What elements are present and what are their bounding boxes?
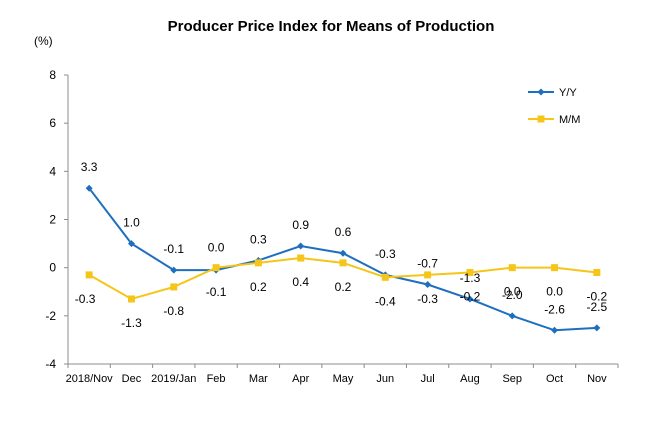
x-tick-label: 2019/Jan <box>151 373 196 385</box>
data-label-mm: -0.2 <box>460 289 481 303</box>
data-label-mm: 0.0 <box>504 285 521 299</box>
data-point-yy <box>85 184 93 192</box>
data-point-mm <box>297 254 305 262</box>
data-label-yy: -1.3 <box>460 271 481 285</box>
data-point-mm <box>424 271 432 279</box>
y-axis-unit-label: (%) <box>34 34 53 48</box>
data-label-mm: 0.0 <box>208 241 225 255</box>
x-tick-label: 2018/Nov <box>66 373 114 385</box>
data-point-yy <box>424 281 432 289</box>
data-point-yy <box>170 266 178 274</box>
legend-marker-square-icon <box>537 115 545 123</box>
data-label-mm: -0.3 <box>417 292 438 306</box>
x-tick-label: Dec <box>122 373 142 385</box>
data-label-mm: -1.3 <box>121 316 142 330</box>
y-tick-label: 4 <box>49 164 56 178</box>
data-point-yy <box>127 240 135 248</box>
data-point-mm <box>466 268 474 276</box>
x-tick-label: Jul <box>421 373 435 385</box>
data-point-mm <box>593 268 601 276</box>
legend-label: M/M <box>559 114 580 126</box>
legend-label: Y/Y <box>559 87 577 99</box>
data-label-mm: 0.0 <box>546 285 563 299</box>
data-label-mm: 0.4 <box>292 275 309 289</box>
data-label-yy: -0.1 <box>163 242 184 256</box>
data-label-mm: -0.8 <box>163 304 184 318</box>
legend-marker-diamond-icon <box>537 88 545 96</box>
axes: -4 -2 0 2 4 6 8 2018/Nov Dec 2019/Jan Feb Mar Apr May… <box>45 68 619 385</box>
data-point-mm <box>551 264 559 272</box>
data-label-yy: -0.3 <box>375 247 396 261</box>
data-label-mm: 0.2 <box>335 280 352 294</box>
data-label-yy: 0.6 <box>335 225 352 239</box>
data-label-yy: 0.9 <box>292 218 309 232</box>
data-label-yy: 3.3 <box>81 160 98 174</box>
x-tick-label: Oct <box>546 373 563 385</box>
data-point-mm <box>381 273 389 281</box>
data-point-yy <box>508 312 516 320</box>
data-point-yy <box>466 295 474 303</box>
data-point-mm <box>127 295 135 303</box>
data-label-yy: -2.5 <box>587 300 608 314</box>
y-tick-label: 8 <box>49 68 56 82</box>
data-label-mm: -0.4 <box>375 294 396 308</box>
x-tick-label: Mar <box>249 373 268 385</box>
data-label-yy: -0.1 <box>206 285 227 299</box>
data-label-yy: -2.0 <box>502 288 523 302</box>
data-point-yy <box>297 242 305 250</box>
data-labels: 3.3 1.0 -0.1 -0.1 0.3 0.9 0.6 -0.3 -0.7 -1.3 -2.0 -… <box>75 160 608 330</box>
data-point-mm <box>85 271 93 279</box>
data-point-yy <box>339 249 347 257</box>
x-tick-label: Aug <box>460 373 480 385</box>
data-point-mm <box>339 259 347 267</box>
data-point-mm <box>254 259 262 267</box>
data-label-mm: -0.2 <box>587 289 608 303</box>
data-label-mm: 0.2 <box>250 280 267 294</box>
y-tick-label: -2 <box>45 309 56 323</box>
y-tick-label: 0 <box>49 261 56 275</box>
data-label-yy: 0.3 <box>250 232 267 246</box>
x-tick-label: May <box>333 373 354 385</box>
data-label-mm: -0.3 <box>75 292 96 306</box>
x-tick-label: Nov <box>587 373 607 385</box>
y-tick-label: 6 <box>49 116 56 130</box>
data-label-yy: -0.7 <box>417 257 438 271</box>
x-tick-label: Apr <box>292 373 309 385</box>
x-tick-label: Jun <box>376 373 394 385</box>
x-tick-label: Feb <box>207 373 226 385</box>
legend: Y/Y M/M <box>528 87 580 126</box>
x-tick-label: Sep <box>502 373 522 385</box>
series-layer <box>85 184 601 334</box>
chart-title: Producer Price Index for Means of Produc… <box>167 18 495 35</box>
data-label-yy: 1.0 <box>123 216 140 230</box>
data-point-mm <box>170 283 178 291</box>
data-label-yy: -2.6 <box>544 302 565 316</box>
y-tick-label: 2 <box>49 213 56 227</box>
data-point-yy <box>593 324 601 332</box>
data-point-yy <box>551 326 559 334</box>
data-point-mm <box>212 264 220 272</box>
data-point-mm <box>508 264 516 272</box>
y-tick-label: -4 <box>45 357 56 371</box>
